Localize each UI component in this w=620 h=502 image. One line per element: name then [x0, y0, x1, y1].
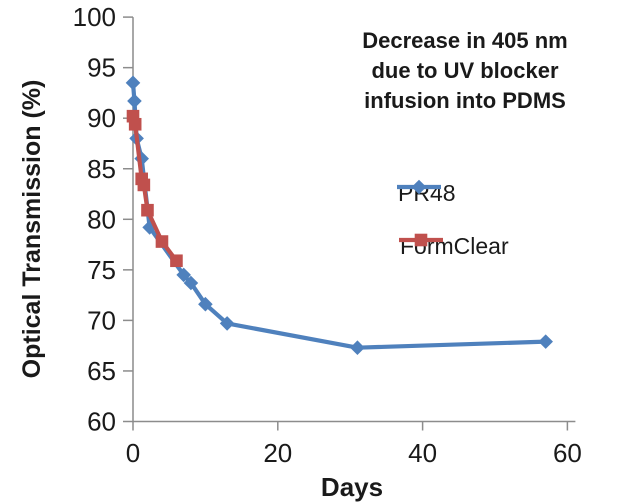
formclear-swatch — [399, 233, 443, 247]
pr48-marker — [176, 267, 191, 283]
x-tick-label: 20 — [263, 438, 292, 468]
y-axis-title: Optical Transmission (%) — [18, 79, 46, 379]
y-tick-label: 85 — [87, 154, 116, 184]
y-tick-label: 90 — [87, 103, 116, 133]
pr48-marker — [134, 151, 149, 166]
x-tick-label: 60 — [553, 438, 582, 468]
pr48-series-marker-icon — [397, 179, 441, 195]
y-tick-label: 80 — [87, 204, 116, 234]
series-formclear — [126, 109, 183, 268]
pr48-marker — [538, 334, 553, 349]
formclear-series-marker-icon — [399, 233, 443, 247]
chart-title-line: due to UV blocker — [371, 58, 559, 83]
formclear-marker — [141, 203, 154, 217]
formclear-marker — [128, 117, 142, 131]
pr48-line — [130, 80, 548, 350]
pr48-marker — [350, 340, 365, 355]
chart-title-line: infusion into PDMS — [364, 88, 566, 113]
chart-title: Decrease in 405 nm due to UV blocker inf… — [348, 26, 582, 116]
pr48-marker — [198, 296, 213, 312]
legend-item-formclear: FormClear — [398, 232, 509, 260]
y-tick-label: 95 — [87, 53, 116, 83]
pr48-marker — [183, 275, 199, 291]
y-tick-label: 65 — [87, 356, 116, 386]
x-tick-label: 40 — [408, 438, 437, 468]
y-axis: 60 65 70 75 80 85 90 95 100 — [73, 2, 134, 437]
legend-label: PR48 — [398, 179, 456, 206]
formclear-marker — [170, 254, 183, 268]
y-tick-label: 60 — [87, 407, 116, 437]
pr48-swatch — [397, 179, 441, 195]
pr48-marker — [127, 93, 142, 109]
x-tick-label: 0 — [126, 438, 140, 468]
x-axis-title: Days — [320, 472, 384, 502]
pr48-marker — [125, 75, 141, 91]
y-tick-label: 75 — [87, 255, 116, 285]
x-axis: 0 20 40 60 — [126, 420, 582, 468]
legend-item-pr48: PR48 — [396, 179, 456, 207]
y-tick-label: 70 — [87, 305, 116, 335]
formclear-marker — [137, 178, 151, 192]
legend-marker — [414, 233, 428, 247]
y-tick-label: 100 — [73, 2, 116, 32]
legend-marker — [411, 179, 427, 195]
pr48-marker — [219, 316, 235, 331]
formclear-marker — [155, 235, 169, 248]
series-pr48 — [125, 75, 553, 355]
chart-title-line: Decrease in 405 nm — [362, 28, 568, 53]
